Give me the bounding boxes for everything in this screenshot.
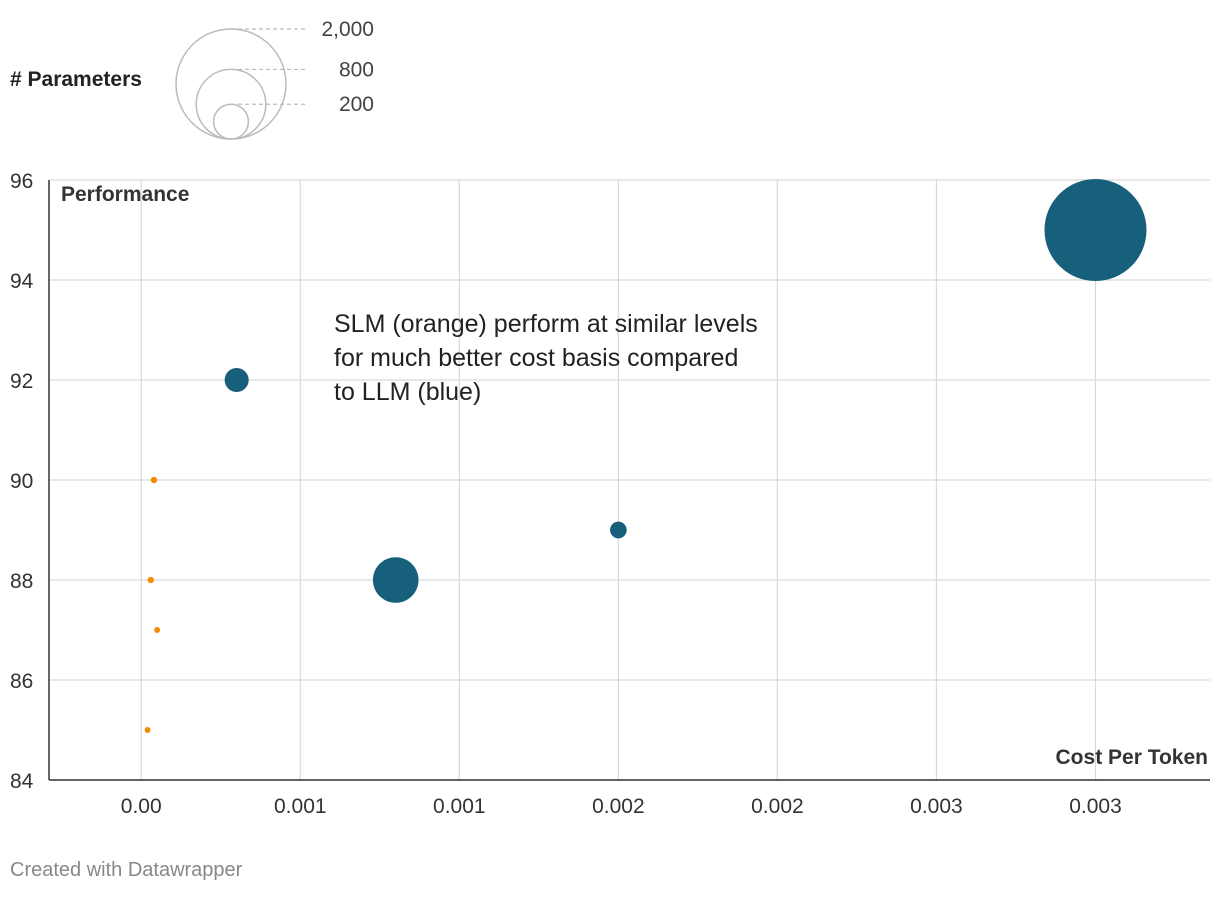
x-axis-title: Cost Per Token [1056,746,1208,769]
x-tick-label: 0.001 [433,795,486,818]
y-tick-label: 84 [10,770,34,793]
size-legend: # Parameters 2,000 800 200 [10,18,374,140]
x-tick-label: 0.00 [121,795,162,818]
x-tick-label: 0.002 [592,795,645,818]
legend-value-label: 800 [339,58,374,81]
grid-lines [49,179,1210,781]
data-bubble [610,521,627,539]
annotation-line: to LLM (blue) [334,378,481,406]
legend-circle [212,103,250,140]
credit-text: Created with Datawrapper [10,859,243,881]
data-bubble [150,476,158,484]
data-bubble [144,727,151,733]
y-axis-title: Performance [61,183,189,206]
legend-value-label: 2,000 [321,18,374,41]
y-tick-label: 94 [10,270,34,293]
data-bubble [224,367,249,393]
legend-circle [175,28,287,140]
chart-annotation: SLM (orange) perform at similar levels fo… [334,310,758,406]
y-tick-label: 90 [10,470,33,493]
x-tick-label: 0.003 [1069,795,1122,818]
data-bubble [147,576,154,584]
data-bubble [372,557,419,603]
y-tick-label: 86 [10,670,33,693]
x-tick-label: 0.003 [910,795,963,818]
data-bubble [1044,179,1147,281]
annotation-line: for much better cost basis compared [334,344,738,372]
y-tick-label: 88 [10,570,33,593]
legend-title: # Parameters [10,68,142,91]
axes: 84 86 88 90 92 94 96 0.00 0.001 0.001 0.002 0.002 0.… [10,170,1210,818]
x-tick-label: 0.001 [274,795,327,818]
data-bubble [154,627,161,633]
x-tick-label: 0.002 [751,795,804,818]
y-tick-label: 96 [10,170,33,193]
annotation-line: SLM (orange) perform at similar levels [334,310,758,338]
legend-value-label: 200 [339,93,374,116]
data-bubbles [144,179,1147,733]
y-tick-label: 92 [10,370,33,393]
